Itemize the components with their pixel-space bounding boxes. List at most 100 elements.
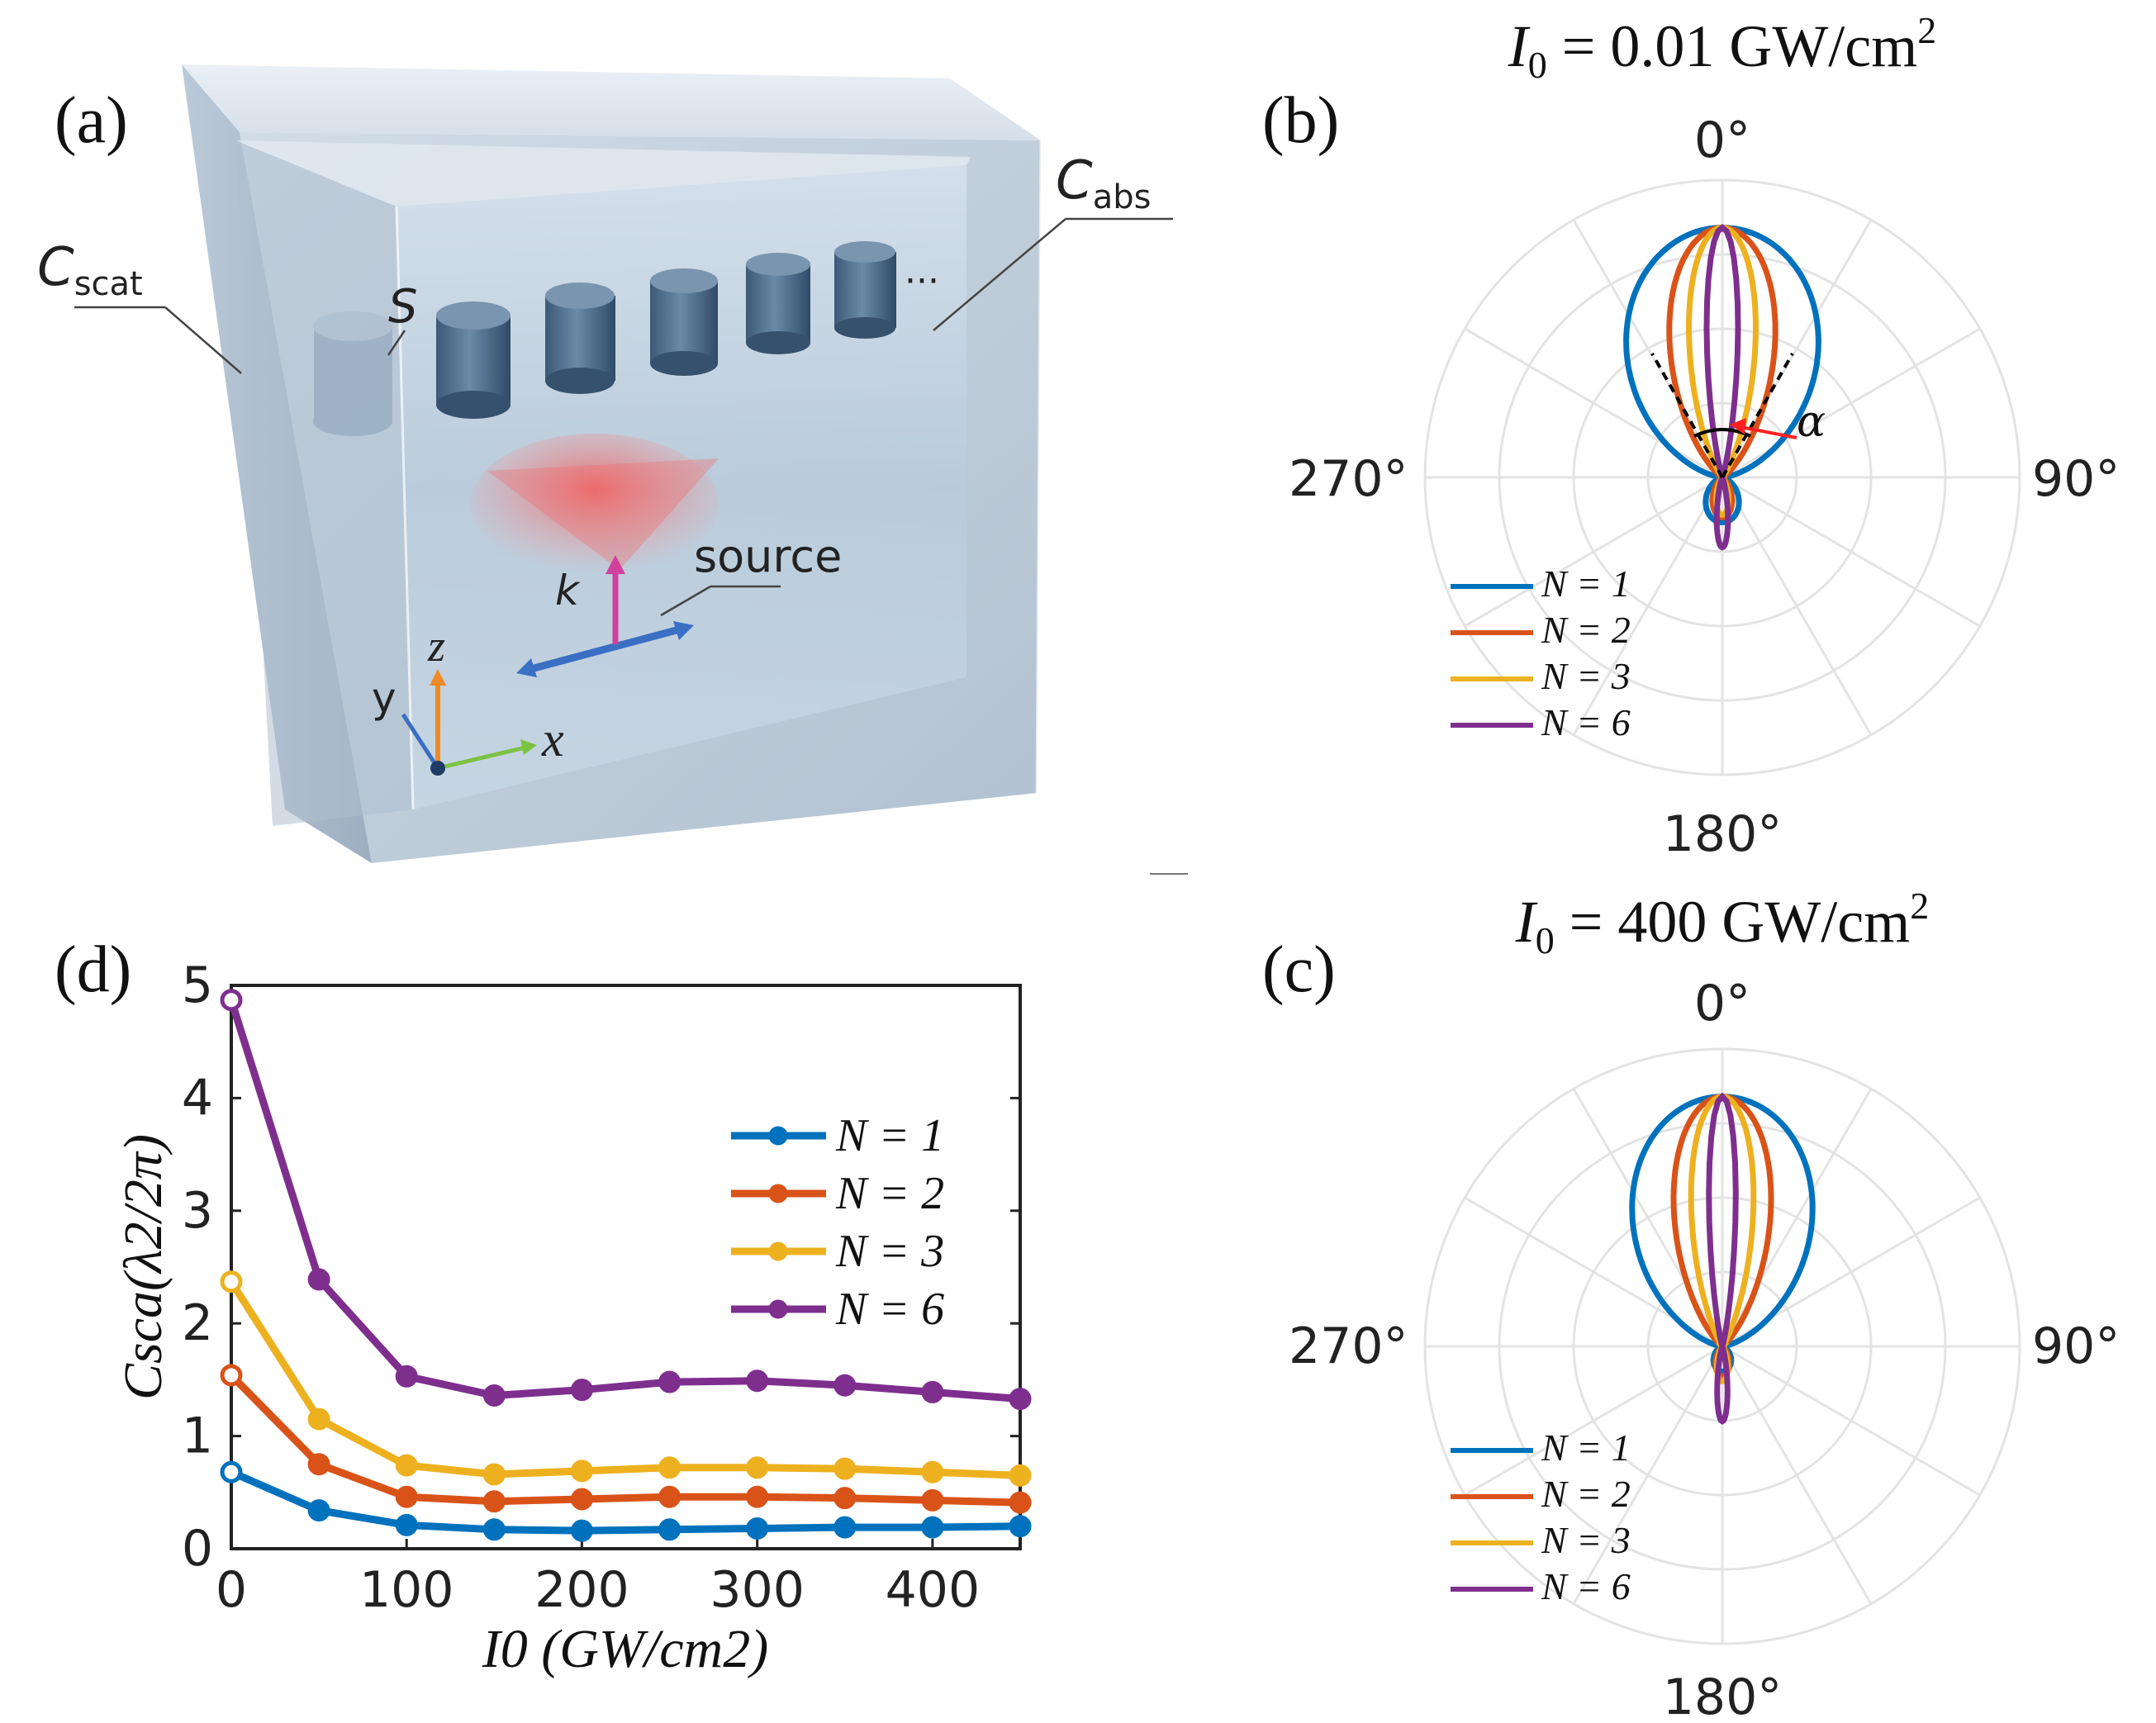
x-axis	[437, 744, 530, 771]
polar-curve-1	[1623, 225, 1821, 525]
svg-text:N = 2: N = 2	[1541, 609, 1631, 651]
polar-curves-c	[1629, 1092, 1816, 1425]
legend-item: N = 2	[731, 1168, 944, 1219]
polar-grid-b	[1423, 178, 2021, 776]
panel-c-title: I0 = 400 GW/cm2	[1515, 885, 1930, 961]
data-point	[1009, 1388, 1032, 1411]
y-tick-label: 3	[182, 1182, 213, 1240]
inner-box-left	[235, 140, 413, 826]
data-point	[833, 1487, 857, 1510]
data-point	[1009, 1491, 1032, 1514]
x-axis-label: I0 (GW/cm2)	[482, 1619, 768, 1679]
data-point	[833, 1374, 857, 1397]
data-point	[570, 1488, 593, 1511]
legend-item: N = 1	[1451, 1426, 1631, 1469]
data-point	[921, 1380, 944, 1403]
legend-label: N = 3	[835, 1226, 944, 1277]
y-axis-label: y	[372, 674, 397, 722]
legend-label: N = 2	[835, 1168, 944, 1219]
cylinder-3	[650, 268, 718, 376]
legend-item: N = 1	[731, 1110, 944, 1161]
data-point	[482, 1463, 506, 1486]
angle-label-0: 0°	[1694, 975, 1750, 1032]
data-point	[1009, 1515, 1032, 1538]
cylinder-5	[834, 241, 896, 339]
k-label: k	[555, 567, 581, 615]
data-point	[220, 989, 243, 1012]
series-2	[220, 1364, 1032, 1514]
c-scat-label: C	[37, 237, 74, 298]
data-point	[220, 1364, 243, 1387]
polar-spoke	[1572, 1346, 1724, 1605]
polar-spoke	[1721, 1345, 1981, 1497]
series-3	[220, 1270, 1032, 1487]
data-point	[1009, 1464, 1032, 1487]
angle-label-90: 90°	[2032, 1317, 2120, 1375]
angle-label-180: 180°	[1663, 805, 1783, 863]
data-point	[746, 1369, 769, 1393]
legend-item: N = 3	[1451, 655, 1631, 697]
polar-spoke	[1721, 327, 1981, 479]
polar-spoke	[1572, 477, 1724, 736]
data-point	[220, 1270, 243, 1293]
panel-c-label: (c)	[1262, 933, 1336, 1006]
x-tick-label: 400	[886, 1561, 981, 1619]
panel-d-label: (d)	[55, 933, 131, 1006]
y-axis-label: Csca(λ2/2π)	[113, 1134, 173, 1400]
svg-text:N = 3: N = 3	[1541, 1519, 1631, 1561]
panel-d-line-chart: (d) 0 100 200 300 400 0 1 2 3 4 5 I0 (GW/cm2) Csca…	[55, 933, 1032, 1679]
y-tick-label: 5	[182, 956, 213, 1014]
data-point	[833, 1457, 857, 1480]
angle-label-180: 180°	[1663, 1668, 1783, 1723]
y-tick-label: 0	[182, 1520, 213, 1578]
svg-text:N = 3: N = 3	[1541, 655, 1631, 697]
data-point	[482, 1518, 506, 1541]
legend-d: N = 1 N = 2 N = 3 N = 6	[731, 1110, 944, 1335]
cylinder-4	[746, 253, 810, 354]
inner-box-top	[235, 140, 971, 206]
x-tick-label: 200	[534, 1561, 629, 1619]
s-label: S	[388, 280, 418, 334]
polar-spoke	[1721, 476, 1981, 628]
panel-b-label: (b)	[1262, 84, 1339, 157]
source-dipole	[520, 624, 690, 675]
y-axis	[401, 713, 440, 770]
svg-text:N = 1: N = 1	[1541, 562, 1631, 605]
c-abs-label: C	[1056, 150, 1093, 211]
data-point	[482, 1490, 506, 1513]
series-4	[220, 989, 1032, 1411]
x-tick-label: 0	[216, 1561, 247, 1619]
panel-c-polar: (c) I0 = 400 GW/cm2 0° 90° 180° 270° N =…	[1262, 885, 2120, 1723]
source-label: source	[694, 530, 842, 582]
data-point	[395, 1365, 418, 1388]
panel-a-illustration: k source z x y Cscat Cabs S ···	[37, 64, 1188, 875]
beam-cone	[487, 458, 719, 570]
cylinder-2	[545, 282, 615, 394]
data-point	[921, 1516, 944, 1539]
angle-label-0: 0°	[1694, 112, 1750, 169]
y-tick-label: 2	[182, 1294, 213, 1352]
polar-spoke	[1464, 327, 1723, 479]
data-point	[570, 1460, 593, 1483]
svg-text:Cscat: Cscat	[37, 237, 143, 303]
data-point	[746, 1485, 769, 1508]
polar-curve-2	[1670, 1094, 1774, 1379]
legend-item: N = 6	[1451, 1565, 1631, 1607]
beam-glow	[471, 434, 719, 574]
legend-item: N = 1	[1451, 562, 1631, 605]
svg-text:N = 6: N = 6	[1541, 1565, 1631, 1607]
x-tick-label: 300	[710, 1561, 805, 1619]
y-tick-label: 1	[182, 1407, 213, 1465]
data-point	[482, 1384, 506, 1407]
data-point	[658, 1485, 681, 1508]
legend-item: N = 6	[1451, 701, 1631, 743]
legend-item: N = 3	[731, 1226, 944, 1277]
legend-label: N = 6	[835, 1284, 944, 1335]
data-point	[921, 1488, 944, 1512]
data-point	[746, 1517, 769, 1540]
data-point	[658, 1456, 681, 1479]
data-point	[658, 1518, 681, 1541]
legend-marker	[768, 1184, 788, 1203]
axis-ticks: 0 100 200 300 400 0 1 2 3 4 5	[182, 956, 1020, 1619]
